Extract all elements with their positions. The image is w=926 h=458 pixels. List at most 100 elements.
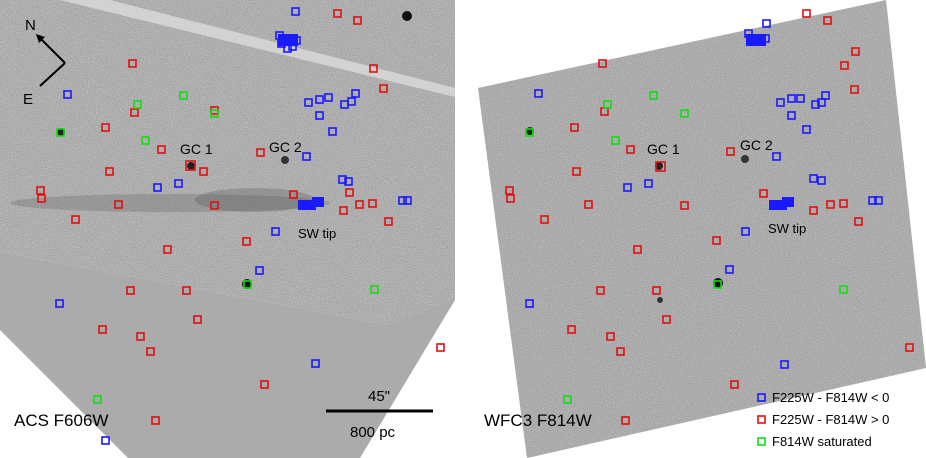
left-red-markers — [36, 9, 445, 425]
left-coverage-background — [0, 95, 455, 458]
red-marker — [905, 343, 914, 352]
red-marker — [163, 245, 172, 254]
blue-marker — [534, 89, 543, 98]
red-marker — [759, 189, 768, 198]
red-marker — [345, 188, 354, 197]
red-marker — [71, 215, 80, 224]
red-marker — [730, 380, 739, 389]
red-marker — [126, 286, 135, 295]
red-marker — [185, 160, 196, 171]
left-panel: N E GC 1 GC 2 SW tip 45" 800 pc ACS F606… — [0, 0, 455, 458]
blue-marker — [324, 93, 333, 102]
blue-marker — [787, 94, 796, 103]
blue-marker — [811, 100, 820, 109]
blue-marker — [741, 227, 750, 236]
red-marker — [151, 416, 160, 425]
blue-marker — [817, 176, 826, 185]
legend-label: F225W - F814W > 0 — [772, 412, 889, 427]
red-marker — [353, 16, 362, 25]
right-red-markers — [505, 9, 914, 425]
blue-marker — [55, 299, 64, 308]
blue-marker — [344, 177, 353, 186]
left-markers — [36, 7, 445, 445]
red-marker — [606, 332, 615, 341]
red-marker — [712, 236, 721, 245]
green-marker — [603, 100, 612, 109]
red-marker — [101, 123, 110, 132]
red-marker — [128, 59, 137, 68]
red-marker — [851, 47, 860, 56]
right-sw-tip-label: SW tip — [768, 221, 806, 236]
green-marker — [839, 285, 848, 294]
blue-marker — [623, 183, 632, 192]
green-marker — [56, 128, 65, 137]
blue-marker — [311, 359, 320, 368]
blue-marker — [328, 127, 337, 136]
right-markers — [505, 9, 914, 425]
red-marker — [105, 167, 114, 176]
scale-bar-distance: 800 pc — [350, 424, 396, 441]
blue-marker — [802, 125, 811, 134]
green-marker — [713, 280, 722, 289]
right-gc1-label: GC 1 — [647, 141, 680, 157]
red-marker — [256, 148, 265, 157]
left-gc2-label: GC 2 — [269, 139, 302, 155]
legend-item-blue: F225W - F814W < 0 — [757, 390, 889, 405]
blue-marker — [403, 196, 412, 205]
red-marker — [210, 201, 219, 210]
legend-label: F814W saturated — [772, 434, 872, 449]
blue-marker — [347, 97, 356, 106]
red-marker — [355, 200, 364, 209]
green-marker — [179, 91, 188, 100]
red-marker — [726, 147, 735, 156]
red-marker — [598, 59, 607, 68]
red-marker — [680, 201, 689, 210]
red-marker — [809, 206, 818, 215]
green-marker — [93, 395, 102, 404]
scale-bar: 45" 800 pc — [326, 388, 433, 441]
red-marker — [840, 61, 849, 70]
red-marker — [146, 347, 155, 356]
blue-clump — [312, 197, 324, 207]
right-instrument-label: WFC3 F814W — [484, 411, 592, 430]
red-marker — [289, 190, 298, 199]
red-marker — [333, 9, 342, 18]
blue-marker — [772, 152, 781, 161]
blue-clump — [278, 34, 298, 46]
blue-marker — [809, 174, 818, 183]
green-marker — [649, 91, 658, 100]
red-marker — [652, 286, 661, 295]
blue-marker — [302, 152, 311, 161]
red-marker — [260, 380, 269, 389]
green-marker — [133, 100, 142, 109]
green-marker — [141, 136, 150, 145]
right-panel: GC 1 GC 2 SW tip WFC3 F814W — [461, 0, 926, 458]
red-marker — [37, 194, 46, 203]
left-gc1-label: GC 1 — [180, 141, 213, 157]
blue-marker — [255, 266, 264, 275]
red-marker — [114, 200, 123, 209]
blue-marker — [351, 89, 360, 98]
red-marker — [379, 84, 388, 93]
blue-marker — [776, 98, 785, 107]
red-marker — [584, 200, 593, 209]
red-marker — [384, 217, 393, 226]
compass-east-label: E — [23, 91, 33, 108]
blue-marker — [525, 299, 534, 308]
red-marker — [662, 315, 671, 324]
blue-marker — [787, 111, 796, 120]
blue-marker — [868, 196, 877, 205]
red-marker — [823, 16, 832, 25]
left-sw-tip-label: SW tip — [298, 226, 336, 241]
red-marker — [98, 325, 107, 334]
red-marker — [596, 286, 605, 295]
green-marker — [525, 128, 534, 137]
blue-clump — [769, 200, 787, 210]
red-marker — [572, 167, 581, 176]
red-marker — [540, 215, 549, 224]
red-marker — [633, 245, 642, 254]
blue-marker — [338, 175, 347, 184]
blue-marker — [271, 227, 280, 236]
blue-marker — [780, 360, 789, 369]
